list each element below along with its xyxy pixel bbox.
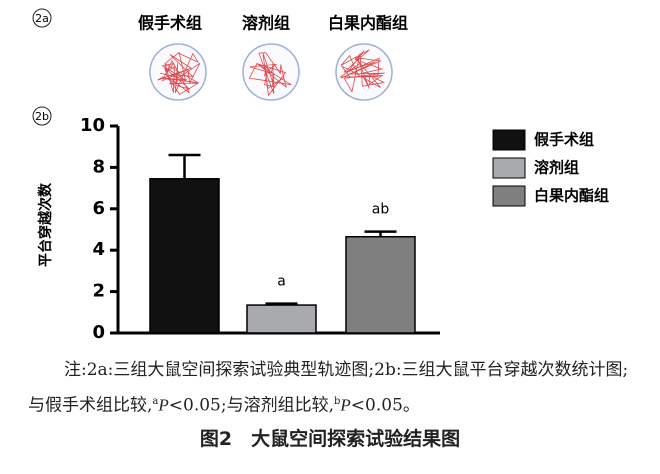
bar xyxy=(246,304,317,334)
note-italic: P xyxy=(340,395,351,415)
track-label: 假手术组 xyxy=(138,14,202,33)
significance-label: ab xyxy=(372,202,390,218)
legend-swatch xyxy=(492,185,526,207)
legend-swatch xyxy=(492,157,526,179)
panel-label: 2b xyxy=(35,110,49,123)
legend-label: 假手术组 xyxy=(534,131,594,149)
panel-badge xyxy=(32,106,52,126)
track-label: 溶剂组 xyxy=(242,14,290,33)
y-tick-label: 8 xyxy=(92,156,105,177)
legend-label: 白果内酯组 xyxy=(534,187,609,205)
y-tick-label: 10 xyxy=(80,115,105,136)
y-tick-label: 0 xyxy=(92,322,105,343)
significance-label: a xyxy=(277,274,286,290)
y-tick-label: 4 xyxy=(92,239,105,260)
panel-badge xyxy=(32,8,52,28)
y-tick-label: 6 xyxy=(92,198,105,219)
y-tick-label: 2 xyxy=(92,281,105,302)
y-axis-title: 平台穿越次数 xyxy=(37,182,54,267)
track xyxy=(339,49,386,93)
figure-caption: 图2 大鼠空间探索试验结果图 xyxy=(199,428,461,450)
legend-swatch xyxy=(492,129,526,151)
chart: 2a 2b 假手术组 溶剂组 白果内酯组 平台穿越次数 0 2 4 6 8 10 假手术组 a… xyxy=(32,8,609,343)
bar xyxy=(345,235,416,334)
note-text: <0.05;与溶剂组比较, xyxy=(168,395,334,416)
note-italic: P xyxy=(158,395,169,415)
note-text: 注:2a:三组大鼠空间探索试验典型轨迹图;2b:三组大鼠平台穿越次数统计图;与假… xyxy=(28,360,629,416)
figure-note: 注:2a:三组大鼠空间探索试验典型轨迹图;2b:三组大鼠平台穿越次数统计图;与假… xyxy=(28,354,638,422)
note-sup: a xyxy=(152,396,159,407)
legend-label: 溶剂组 xyxy=(534,159,579,177)
note-sup: b xyxy=(334,396,341,407)
bar xyxy=(149,178,220,334)
track xyxy=(248,52,292,97)
track-label: 白果内酯组 xyxy=(328,14,408,33)
track xyxy=(157,51,201,96)
note-text: <0.05。 xyxy=(350,395,420,416)
panel-label: 2a xyxy=(35,12,49,25)
